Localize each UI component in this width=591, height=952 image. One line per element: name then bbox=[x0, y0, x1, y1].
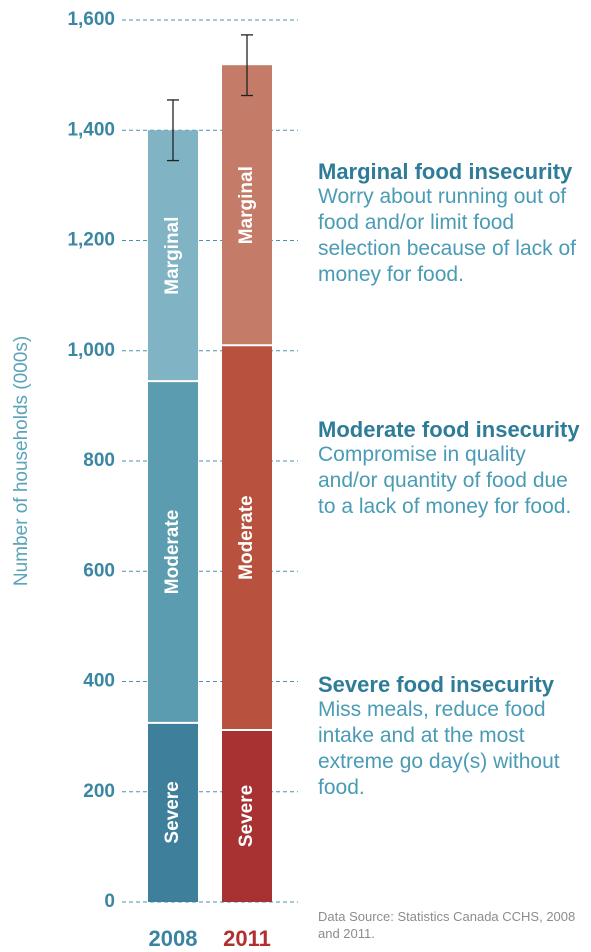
annotation: Severe food insecurity Miss meals, reduce… bbox=[318, 673, 590, 801]
annotation-title: Moderate food insecurity bbox=[318, 417, 580, 442]
bar-segment bbox=[222, 345, 272, 731]
y-tick-label: 200 bbox=[83, 781, 115, 802]
annotation-title: Severe food insecurity bbox=[318, 672, 554, 697]
annotation: Moderate food insecurity Compromise in qu… bbox=[318, 418, 590, 520]
y-axis-label: Number of households (000s) bbox=[11, 336, 32, 586]
bar-segment bbox=[148, 381, 198, 723]
x-tick-label: 2008 bbox=[149, 926, 198, 951]
error-bar bbox=[167, 99, 179, 162]
y-tick-label: 400 bbox=[83, 671, 115, 692]
y-tick-label: 0 bbox=[104, 891, 115, 912]
annotation-title: Marginal food insecurity bbox=[318, 159, 573, 184]
segment-label: Marginal bbox=[236, 166, 257, 244]
annotation-text: Miss meals, reduce food intake and at th… bbox=[318, 698, 560, 799]
source: Data Source: Statistics Canada CCHS, 200… bbox=[318, 909, 576, 941]
annotation-text: Worry about running out of food and/or l… bbox=[318, 185, 576, 286]
x-tick-label: 2011 bbox=[223, 926, 271, 951]
error-bar bbox=[241, 34, 253, 97]
segment-label: Severe bbox=[236, 785, 257, 847]
bar-segment bbox=[222, 65, 272, 346]
bar-segment bbox=[148, 722, 198, 902]
segment-label: Severe bbox=[162, 781, 183, 843]
segment-label: Moderate bbox=[162, 510, 183, 594]
y-tick-label: 600 bbox=[83, 560, 115, 581]
segment-label: Marginal bbox=[162, 217, 183, 295]
segment-label: Moderate bbox=[236, 495, 257, 579]
y-tick-label: 1,600 bbox=[67, 9, 115, 30]
bar-segment bbox=[222, 730, 272, 902]
y-tick-label: 1,400 bbox=[67, 119, 115, 140]
bar-segment bbox=[148, 130, 198, 382]
y-tick-label: 800 bbox=[83, 450, 115, 471]
annotation: Marginal food insecurity Worry about runn… bbox=[318, 160, 590, 288]
annotation-text: Compromise in quality and/or quantity of… bbox=[318, 443, 572, 518]
y-tick-label: 1,200 bbox=[67, 230, 115, 251]
y-tick-label: 1,000 bbox=[67, 340, 115, 361]
